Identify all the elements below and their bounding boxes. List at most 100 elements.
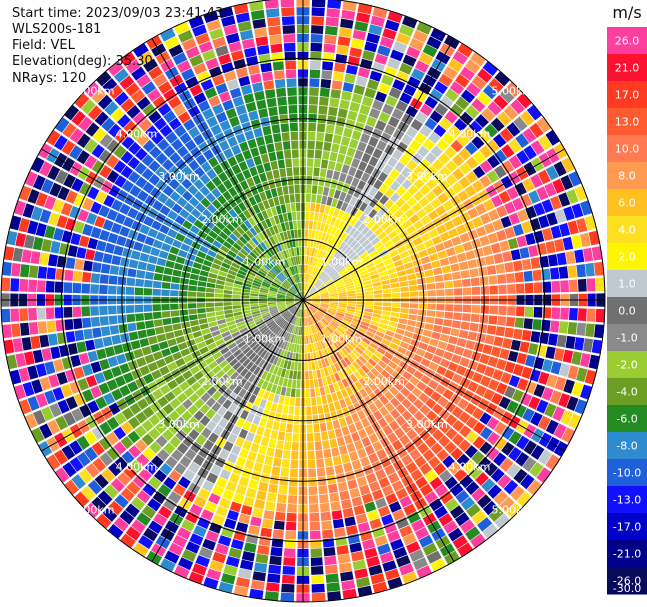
range-gate-cell bbox=[254, 562, 268, 573]
range-gate-cell bbox=[151, 369, 162, 380]
range-gate-cell bbox=[289, 324, 294, 334]
range-gate-cell bbox=[182, 398, 193, 410]
range-gate-cell bbox=[495, 263, 506, 274]
range-gate-cell bbox=[361, 364, 370, 374]
range-gate-cell bbox=[373, 309, 382, 315]
range-gate-cell bbox=[353, 402, 362, 412]
range-gate-cell bbox=[413, 220, 424, 230]
range-gate-cell bbox=[349, 101, 361, 113]
range-gate-cell bbox=[256, 426, 265, 436]
range-gate-cell bbox=[291, 379, 297, 389]
range-gate-cell bbox=[281, 583, 295, 593]
range-gate-cell bbox=[328, 106, 338, 117]
range-gate-cell bbox=[330, 258, 338, 266]
range-gate-cell bbox=[378, 323, 388, 330]
range-gate-cell bbox=[358, 236, 367, 245]
range-gate-cell bbox=[452, 419, 465, 432]
range-gate-cell bbox=[453, 288, 463, 296]
range-gate-cell bbox=[255, 553, 269, 564]
range-gate-cell bbox=[345, 366, 353, 376]
range-gate-cell bbox=[343, 317, 352, 323]
range-gate-cell bbox=[238, 428, 248, 439]
range-gate-cell bbox=[2, 261, 12, 276]
range-gate-cell bbox=[359, 340, 369, 349]
range-gate-cell bbox=[403, 330, 414, 338]
range-gate-cell bbox=[395, 264, 405, 272]
range-gate-cell bbox=[429, 498, 443, 512]
range-gate-cell bbox=[317, 114, 327, 124]
range-gate-cell bbox=[325, 280, 333, 286]
range-gate-cell bbox=[497, 111, 512, 126]
range-gate-cell bbox=[462, 287, 472, 296]
range-gate-cell bbox=[424, 469, 438, 483]
range-gate-cell bbox=[342, 183, 350, 193]
range-gate-cell bbox=[316, 311, 323, 319]
range-gate-cell bbox=[125, 503, 140, 518]
range-gate-cell bbox=[295, 317, 299, 326]
range-gate-cell bbox=[475, 385, 487, 397]
range-gate-cell bbox=[152, 311, 162, 320]
range-gate-cell bbox=[510, 99, 525, 115]
range-gate-cell bbox=[329, 97, 340, 108]
range-gate-cell bbox=[55, 415, 69, 431]
range-gate-cell bbox=[303, 309, 305, 318]
range-gate-cell bbox=[127, 268, 137, 278]
range-gate-cell bbox=[306, 424, 313, 433]
range-gate-cell bbox=[239, 355, 248, 364]
range-gate-cell bbox=[559, 363, 571, 378]
range-gate-cell bbox=[493, 452, 507, 467]
range-gate-cell bbox=[363, 280, 372, 286]
range-gate-cell bbox=[284, 369, 290, 379]
range-gate-cell bbox=[293, 344, 297, 353]
range-gate-cell bbox=[395, 197, 406, 208]
range-gate-cell bbox=[569, 279, 578, 292]
range-gate-cell bbox=[552, 178, 565, 194]
range-gate-cell bbox=[99, 305, 108, 316]
range-gate-cell bbox=[168, 469, 182, 483]
range-gate-cell bbox=[422, 138, 435, 151]
range-gate-cell bbox=[452, 168, 465, 181]
range-gate-cell bbox=[108, 315, 118, 325]
range-gate-cell bbox=[413, 178, 425, 190]
range-gate-cell bbox=[196, 303, 206, 308]
range-gate-cell bbox=[209, 560, 224, 572]
range-gate-cell bbox=[379, 406, 389, 417]
range-gate-cell bbox=[214, 306, 224, 312]
range-gate-cell bbox=[415, 527, 430, 540]
range-gate-cell bbox=[316, 311, 324, 317]
range-gate-cell bbox=[426, 283, 436, 290]
range-gate-cell bbox=[486, 139, 500, 154]
range-gate-cell bbox=[114, 412, 127, 425]
range-gate-cell bbox=[309, 344, 313, 353]
range-gate-cell bbox=[401, 422, 412, 434]
range-gate-cell bbox=[338, 417, 347, 428]
range-gate-cell bbox=[471, 450, 485, 465]
range-gate-cell bbox=[447, 361, 459, 372]
range-gate-cell bbox=[308, 495, 319, 504]
range-gate-cell bbox=[164, 355, 175, 365]
range-gate-cell bbox=[316, 123, 326, 133]
range-gate-cell bbox=[333, 208, 340, 218]
range-gate-cell bbox=[528, 396, 541, 410]
range-gate-cell bbox=[44, 361, 56, 375]
range-gate-cell bbox=[345, 415, 354, 426]
range-gate-cell bbox=[311, 302, 320, 305]
range-gate-cell bbox=[235, 522, 249, 533]
range-gate-cell bbox=[329, 302, 339, 305]
range-gate-cell bbox=[168, 410, 180, 422]
range-gate-cell bbox=[538, 449, 553, 465]
range-gate-cell bbox=[472, 436, 486, 450]
range-gate-cell bbox=[344, 73, 356, 84]
range-gate-cell bbox=[532, 319, 542, 331]
range-gate-cell bbox=[99, 316, 109, 326]
range-gate-cell bbox=[426, 178, 438, 190]
range-gate-cell bbox=[536, 186, 549, 201]
range-gate-cell bbox=[308, 285, 314, 293]
range-gate-cell bbox=[309, 316, 313, 325]
range-gate-cell bbox=[361, 352, 371, 361]
range-gate-cell bbox=[533, 202, 546, 216]
range-gate-cell bbox=[219, 373, 230, 384]
range-gate-cell bbox=[282, 405, 289, 415]
range-gate-cell bbox=[358, 428, 368, 439]
range-gate-cell bbox=[426, 410, 438, 422]
